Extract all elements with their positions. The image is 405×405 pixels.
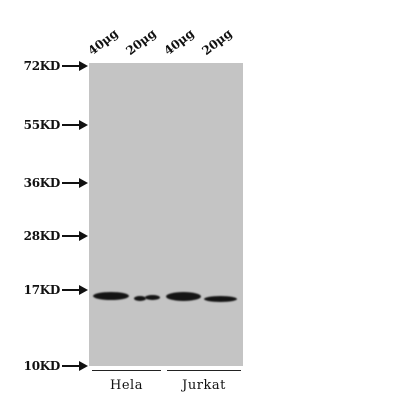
- marker-label: 55KD: [23, 118, 61, 132]
- band-lane-4: [204, 296, 237, 302]
- group-label-jurkat: Jurkat: [182, 378, 226, 393]
- arrow-right-icon: [62, 61, 88, 71]
- lane-label-1: 40μg: [85, 26, 121, 58]
- marker-label: 10KD: [23, 359, 61, 373]
- lane-label-2: 20μg: [123, 26, 159, 58]
- marker-10kd: 10KD: [12, 359, 88, 373]
- marker-17kd: 17KD: [12, 283, 88, 297]
- arrow-right-icon: [62, 361, 88, 371]
- group-label-hela: Hela: [110, 378, 143, 393]
- band-lane-2-left: [134, 296, 146, 301]
- band-lane-3: [166, 292, 201, 301]
- marker-36kd: 36KD: [12, 176, 88, 190]
- lane-label-4: 20μg: [199, 26, 235, 58]
- marker-label: 72KD: [23, 59, 61, 73]
- group-line-jurkat: [167, 370, 241, 371]
- arrow-right-icon: [62, 120, 88, 130]
- group-line-hela: [92, 370, 161, 371]
- marker-28kd: 28KD: [12, 229, 88, 243]
- blot-membrane: [89, 63, 243, 366]
- marker-55kd: 55KD: [12, 118, 88, 132]
- marker-label: 17KD: [23, 283, 61, 297]
- arrow-right-icon: [62, 285, 88, 295]
- lane-label-3: 40μg: [161, 26, 197, 58]
- arrow-right-icon: [62, 178, 88, 188]
- marker-label: 36KD: [23, 176, 61, 190]
- band-lane-2-right: [145, 295, 160, 300]
- band-lane-1: [93, 292, 129, 300]
- arrow-right-icon: [62, 231, 88, 241]
- marker-label: 28KD: [23, 229, 61, 243]
- marker-72kd: 72KD: [12, 59, 88, 73]
